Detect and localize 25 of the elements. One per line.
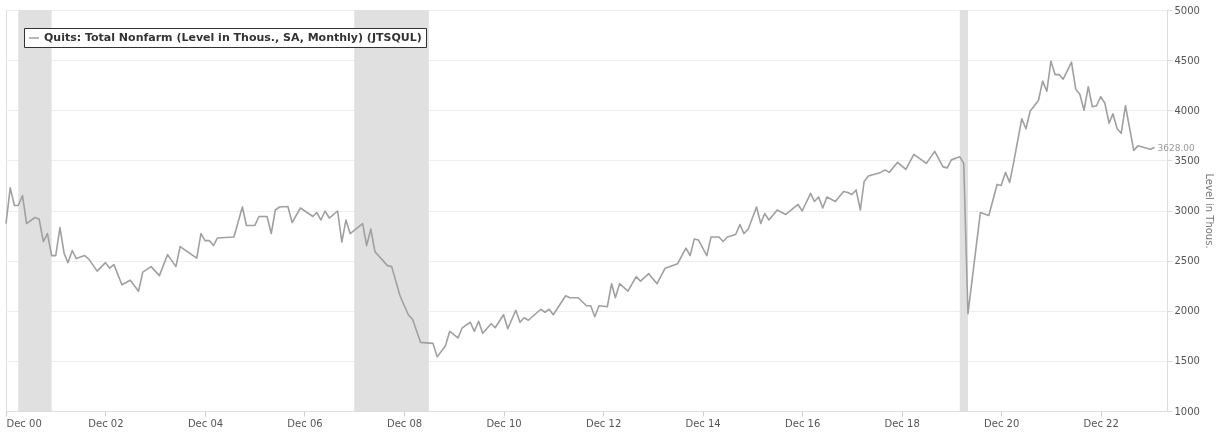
- x-tick-label: Dec 16: [785, 417, 821, 429]
- legend-label: Quits: Total Nonfarm (Level in Thous., SA, Monthly) (JTSQUL): [44, 31, 422, 44]
- x-tick-label: Dec 04: [187, 417, 224, 429]
- x-tick-label: Dec 22: [1083, 417, 1119, 429]
- data-label: 3628.00: [1157, 142, 1196, 153]
- y2-axis-title: Level in Thous.: [1203, 173, 1215, 249]
- y2-tick-label: 3000: [1174, 205, 1200, 216]
- x-tick-label: Dec 06: [287, 417, 323, 429]
- y2-tick-label: 1000: [1174, 405, 1200, 417]
- y2-tick-label: 4000: [1174, 104, 1200, 116]
- x-tick-label: Dec 14: [685, 417, 721, 429]
- x-tick-label: Dec 20: [984, 417, 1020, 429]
- y2-tick-label: 1500: [1174, 355, 1200, 367]
- y2-tick-label: 4500: [1174, 54, 1200, 66]
- x-tick-label: Dec 10: [486, 417, 522, 429]
- x-tick-label: Dec 12: [585, 417, 622, 429]
- y2-tick-label: 2000: [1174, 305, 1200, 317]
- y2-tick-label: 5000: [1174, 4, 1200, 16]
- y2-tick-label: 2500: [1174, 255, 1200, 267]
- line-series: [5, 60, 1156, 358]
- y2-tick-label: 3500: [1174, 154, 1200, 166]
- x-tick-label: Dec 18: [884, 417, 920, 429]
- x-tick-label: Dec 08: [386, 417, 423, 429]
- x-tick-label: Dec 02: [88, 417, 124, 429]
- x-tick-label: Dec 00: [6, 417, 42, 429]
